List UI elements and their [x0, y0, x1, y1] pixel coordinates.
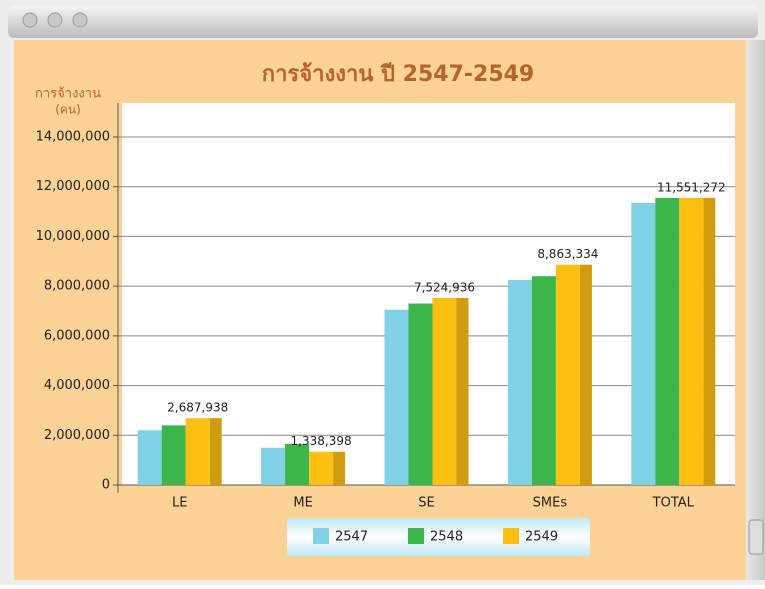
chart-title: การจ้างงาน ปี 2547-2549	[262, 62, 535, 87]
y-axis-label: (คน)	[55, 103, 81, 117]
legend-label: 2548	[430, 530, 463, 545]
bar-side	[703, 197, 716, 485]
bar	[507, 279, 532, 485]
bar	[309, 451, 334, 485]
bar	[631, 202, 656, 485]
bar	[137, 430, 162, 485]
bar	[285, 443, 310, 485]
data-label: 8,863,334	[537, 247, 598, 261]
x-tick-label: LE	[172, 496, 187, 511]
legend-swatch	[503, 528, 519, 544]
data-label: 7,524,936	[414, 280, 475, 294]
bar-side	[456, 297, 469, 485]
y-tick-label: 0	[102, 478, 110, 493]
bar-side	[579, 264, 592, 485]
x-tick-label: SMEs	[533, 496, 568, 511]
bar	[679, 197, 704, 485]
y-tick-label: 10,000,000	[36, 229, 110, 244]
title-bar	[8, 6, 758, 38]
data-label: 11,551,272	[657, 180, 726, 194]
y-tick-label: 2,000,000	[44, 428, 110, 443]
bar	[408, 303, 433, 485]
window-button[interactable]	[72, 12, 88, 28]
window-button[interactable]	[47, 12, 63, 28]
y-tick-label: 14,000,000	[36, 130, 110, 145]
y-tick-label: 4,000,000	[44, 378, 110, 393]
data-label: 2,687,938	[167, 401, 228, 415]
y-tick-label: 6,000,000	[44, 328, 110, 343]
bar	[384, 309, 409, 485]
bar	[555, 264, 580, 485]
scroll-arrows[interactable]	[748, 519, 764, 555]
bar-side	[333, 451, 346, 485]
x-tick-label: TOTAL	[652, 496, 695, 511]
y-tick-label: 12,000,000	[36, 179, 110, 194]
y-axis-label: การจ้างงาน	[35, 87, 101, 102]
y-tick-label: 8,000,000	[44, 279, 110, 294]
legend-label: 2549	[525, 530, 558, 545]
x-tick-label: SE	[418, 496, 434, 511]
legend-label: 2547	[335, 530, 368, 545]
window-button[interactable]	[22, 12, 38, 28]
legend-swatch	[313, 528, 329, 544]
bar	[432, 297, 457, 485]
bar	[261, 447, 286, 485]
bar-side	[209, 418, 222, 485]
data-label: 1,338,398	[291, 434, 352, 448]
legend-swatch	[408, 528, 424, 544]
x-tick-label: ME	[293, 496, 312, 511]
bar	[161, 425, 186, 485]
legend	[287, 518, 590, 556]
bar	[655, 197, 680, 485]
bar	[185, 418, 210, 485]
bar	[531, 276, 556, 485]
scrollbar[interactable]	[746, 40, 765, 580]
